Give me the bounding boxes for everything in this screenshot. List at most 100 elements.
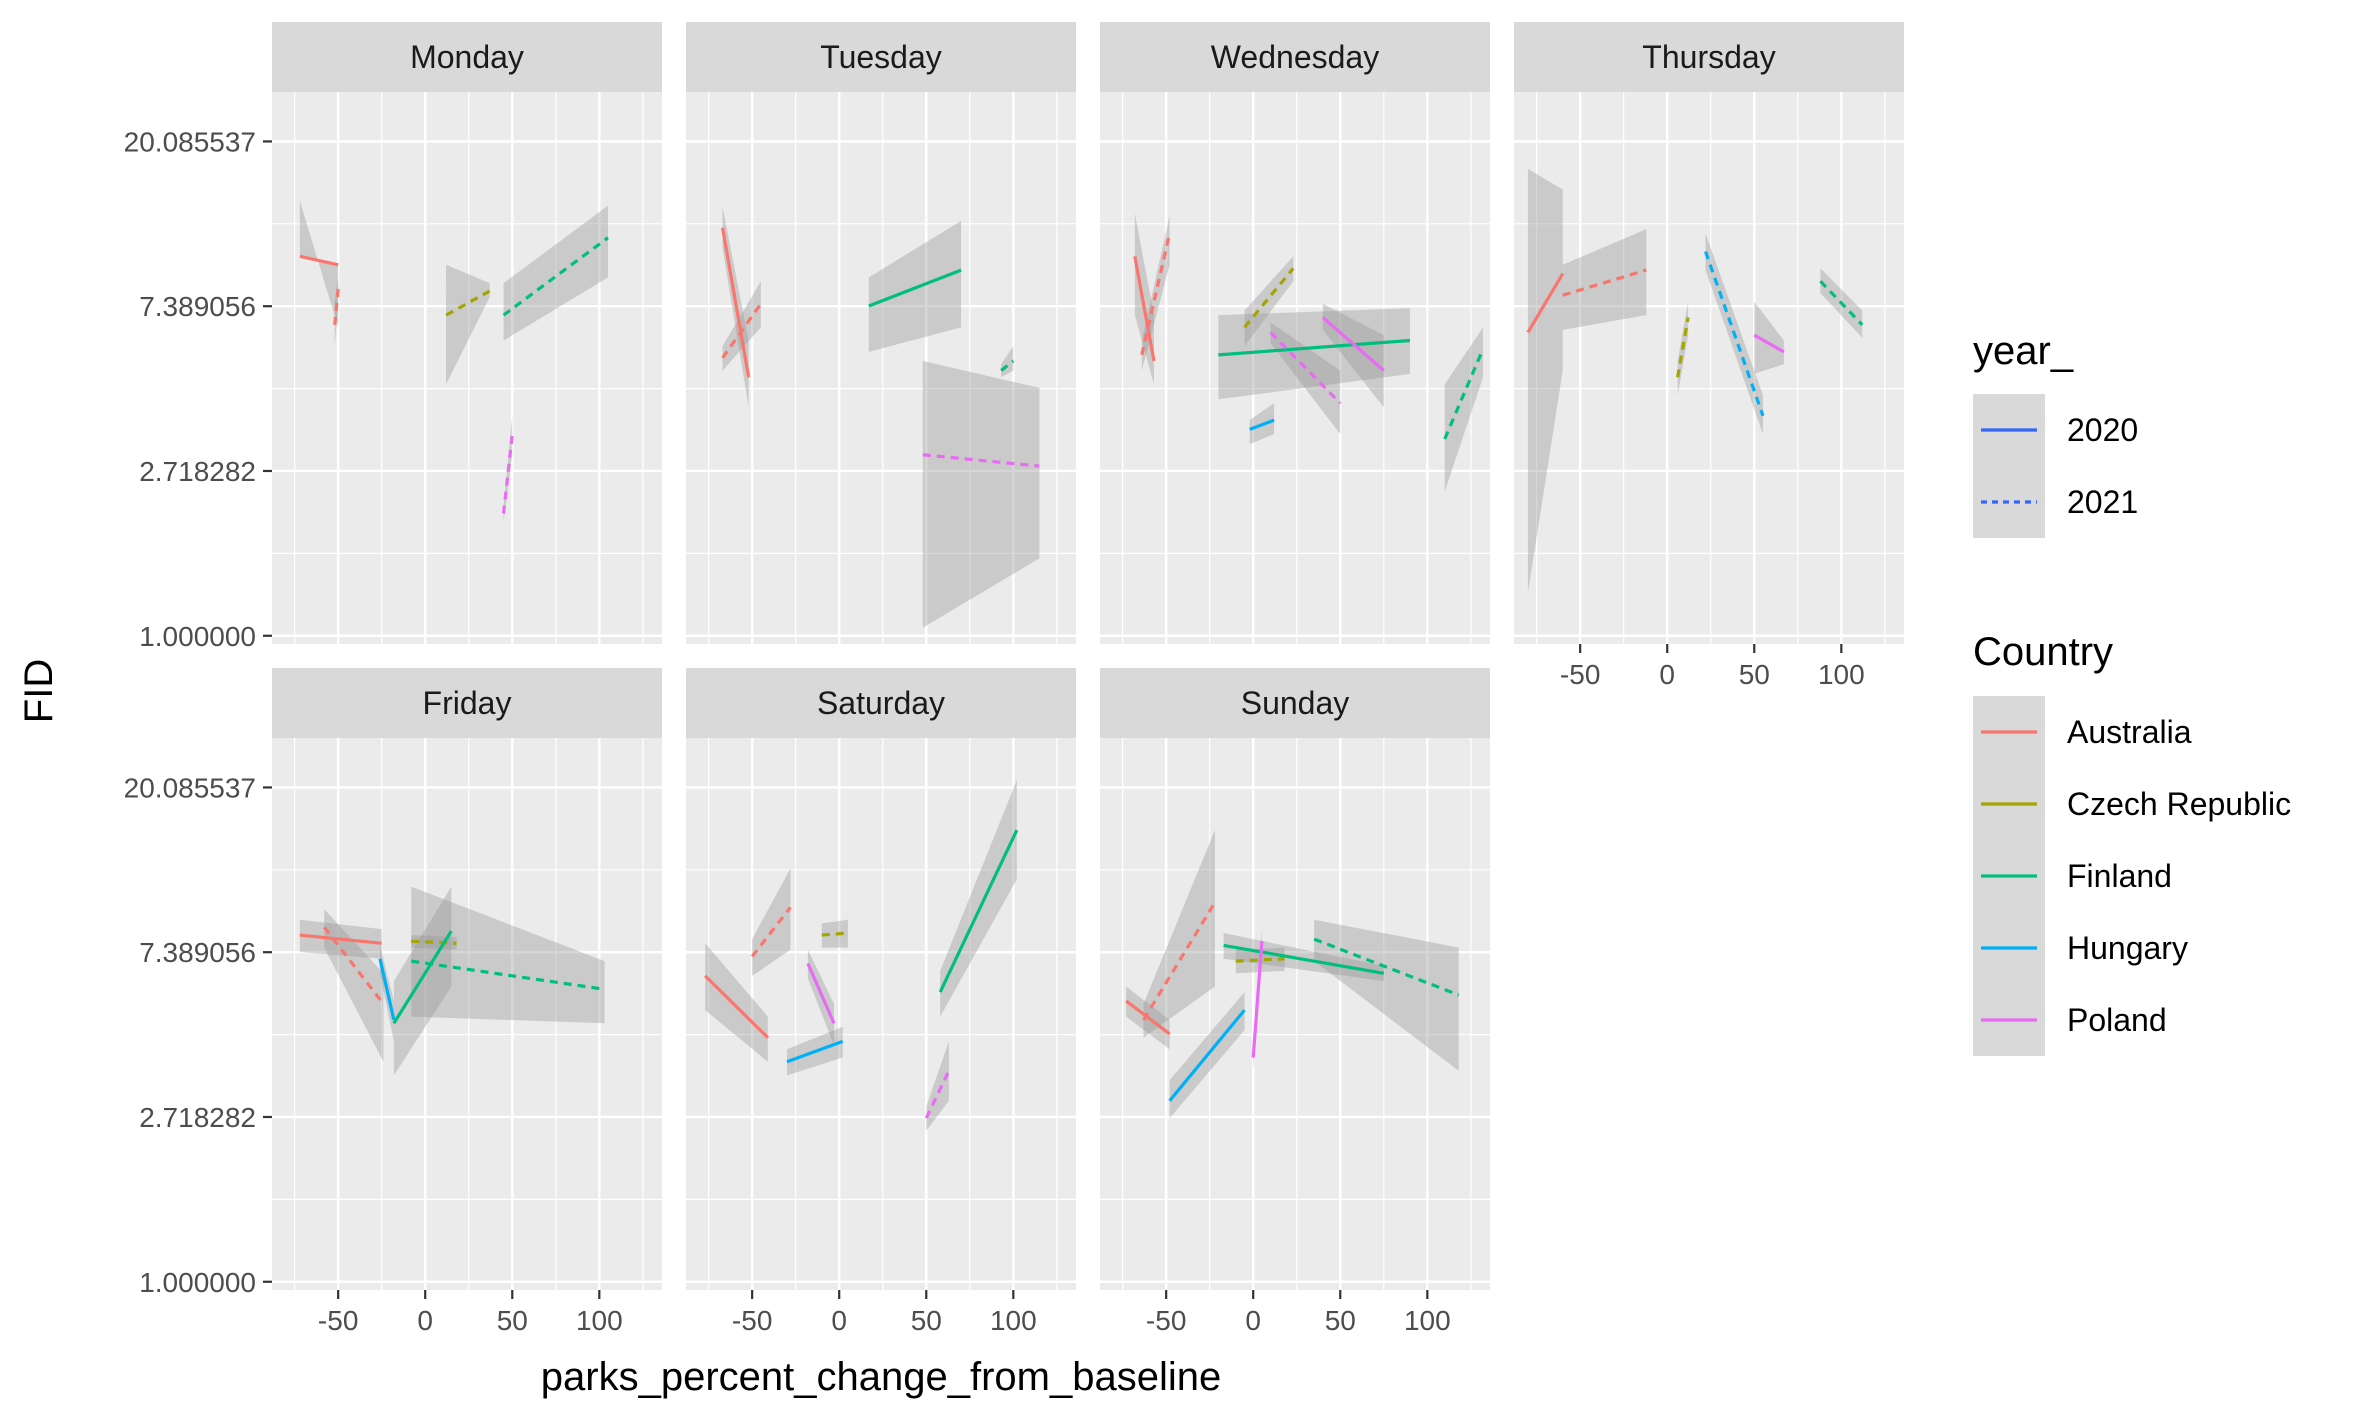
confidence-band-australia-2021 [1562, 229, 1647, 330]
legend-label-country: Czech Republic [2067, 786, 2291, 822]
series-line-finland-2020 [938, 829, 1019, 993]
legend-label-country: Hungary [2067, 930, 2188, 966]
facet-panel-saturday: Saturday -50 0 50 100 [686, 668, 1076, 1336]
facet-strip-label: Saturday [817, 685, 945, 721]
confidence-band-finland-2021 [411, 886, 605, 1024]
legend-title-country: Country [1973, 630, 2113, 674]
confidence-band-australia-2021 [1143, 830, 1215, 1038]
series-line-czech-republic-2021 [411, 939, 457, 945]
series-line-australia-2021 [721, 302, 763, 359]
confidence-band-czech-republic-2021 [1244, 256, 1294, 347]
series-line-finland-2021 [1443, 348, 1485, 440]
confidence-band-finland-2020 [1223, 933, 1384, 982]
series-line-finland-2021 [1313, 937, 1460, 997]
facet-strip-label: Thursday [1642, 39, 1775, 75]
facet-strip-label: Sunday [1241, 685, 1350, 721]
x-tick-label: 100 [576, 1305, 623, 1336]
series-line-hungary-2020 [786, 1039, 844, 1064]
legend-title-year: year_ [1973, 329, 2074, 373]
x-tick-label: 100 [1404, 1305, 1451, 1336]
series-line-czech-republic-2021 [821, 931, 849, 937]
confidence-band-finland-2021 [1314, 919, 1459, 1071]
x-tick-label: -50 [732, 1305, 772, 1336]
x-axis-title: parks_percent_change_from_baseline [541, 1355, 1221, 1399]
series-line-australia-2021 [1140, 232, 1172, 356]
y-tick-label: 2.718282 [139, 1102, 256, 1133]
x-tick-label: 0 [1659, 659, 1675, 690]
series-line-australia-2020 [1125, 999, 1171, 1036]
y-tick-label: 7.389056 [139, 937, 256, 968]
series-line-finland-2020 [1223, 943, 1385, 975]
series-line-finland-2021 [411, 959, 605, 991]
facet-panel-sunday: Sunday -50 0 50 100 [1100, 668, 1490, 1336]
panel-background [1514, 92, 1904, 644]
legend: year_ 2020 2021 Country Australia Czech Repub… [1973, 329, 2291, 1056]
y-tick-label: 7.389056 [139, 291, 256, 322]
confidence-band-australia-2020 [1527, 168, 1563, 593]
y-tick-label: 1.000000 [139, 1267, 256, 1298]
confidence-band-poland-2021 [926, 1041, 949, 1131]
series-line-australia-2020 [704, 974, 769, 1039]
panel-data [299, 200, 609, 522]
legend-label-country: Poland [2067, 1002, 2167, 1038]
confidence-band-poland-2020 [1754, 301, 1784, 374]
x-tick-label: 50 [1739, 659, 1770, 690]
confidence-band-poland-2021 [922, 360, 1040, 628]
legend-label-year: 2021 [2067, 484, 2138, 520]
series-line-poland-2020 [1321, 316, 1385, 372]
facet-strip [272, 668, 662, 738]
facet-strip-label: Wednesday [1211, 39, 1379, 75]
confidence-band-finland-2021 [503, 205, 609, 341]
series-line-australia-2020 [299, 254, 339, 267]
panel-data [720, 206, 1040, 628]
series-line-finland-2020 [1218, 338, 1411, 357]
facet-panel-thursday: Thursday -50 0 50 100 [1514, 22, 1904, 690]
panel-background [272, 92, 662, 644]
series-line-poland-2020 [1753, 333, 1785, 354]
y-tick-label: 20.085537 [124, 772, 256, 803]
series-line-australia-2021 [333, 288, 340, 325]
confidence-band-czech-republic-2021 [446, 264, 490, 385]
facet-strip-label: Tuesday [820, 39, 942, 75]
series-line-poland-2020 [806, 962, 836, 1024]
facet-panel-wednesday: Wednesday [1100, 22, 1490, 644]
series-line-hungary-2020 [378, 958, 396, 1021]
confidence-band-finland-2020 [393, 886, 452, 1076]
series-line-finland-2020 [392, 930, 453, 1025]
facet-panel-monday: Monday 1.000000 2.718282 7.389056 20.085537 [124, 22, 662, 652]
x-tick-label: 0 [1245, 1305, 1261, 1336]
panel-data [299, 886, 605, 1076]
series-line-australia-2021 [1142, 901, 1217, 1021]
confidence-band-finland-2020 [940, 780, 1017, 1017]
panel-data [1133, 213, 1485, 492]
series-line-poland-2021 [922, 453, 1040, 468]
x-tick-label: -50 [1146, 1305, 1186, 1336]
x-tick-label: -50 [318, 1305, 358, 1336]
x-tick-label: 0 [831, 1305, 847, 1336]
facet-panel-friday: Friday 1.000000 2.718282 7.389056 20.085537 -… [124, 668, 662, 1336]
x-tick-label: 50 [497, 1305, 528, 1336]
confidence-band-australia-2021 [324, 909, 384, 1062]
series-line-australia-2020 [1526, 272, 1565, 334]
y-axis-title: FID [17, 659, 61, 723]
legend-label-year: 2020 [2067, 412, 2138, 448]
x-tick-label: 100 [1818, 659, 1865, 690]
y-tick-label: 2.718282 [139, 456, 256, 487]
x-tick-label: 50 [911, 1305, 942, 1336]
confidence-band-australia-2021 [752, 868, 791, 976]
facet-strip [1100, 668, 1490, 738]
panel-data [1526, 168, 1864, 593]
series-line-hungary-2021 [1704, 250, 1765, 417]
confidence-band-poland-2020 [807, 949, 834, 1046]
series-line-finland-2021 [1819, 280, 1864, 326]
panel-data [704, 780, 1019, 1131]
series-line-czech-republic-2021 [1243, 267, 1295, 329]
series-line-finland-2021 [1000, 359, 1015, 372]
legend-label-country: Australia [2067, 714, 2192, 750]
series-line-czech-republic-2021 [1676, 317, 1690, 378]
y-tick-label: 1.000000 [139, 621, 256, 652]
series-line-australia-2020 [1133, 256, 1156, 362]
confidence-band-australia-2020 [705, 943, 768, 1062]
series-line-poland-2021 [1269, 331, 1342, 405]
